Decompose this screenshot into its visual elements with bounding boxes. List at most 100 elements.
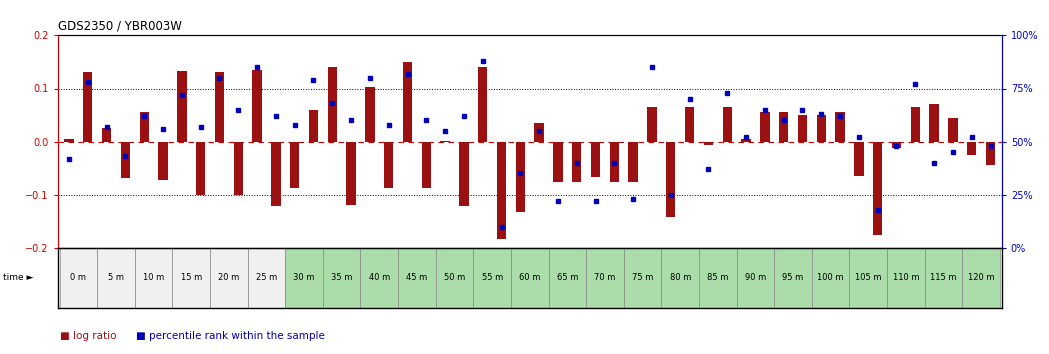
Text: ■ log ratio: ■ log ratio <box>60 331 116 341</box>
Bar <box>511 248 549 308</box>
Bar <box>422 142 431 188</box>
Bar <box>661 248 699 308</box>
Text: 45 m: 45 m <box>406 273 428 282</box>
Bar <box>384 142 393 188</box>
Bar <box>549 248 586 308</box>
Bar <box>666 142 676 217</box>
Bar <box>779 113 789 142</box>
Bar <box>346 142 356 205</box>
Text: 95 m: 95 m <box>783 273 804 282</box>
Text: 85 m: 85 m <box>707 273 728 282</box>
Bar <box>534 123 543 142</box>
Bar <box>553 142 562 182</box>
Bar <box>60 248 98 308</box>
Bar <box>435 248 473 308</box>
Bar <box>210 248 248 308</box>
Bar <box>459 142 469 206</box>
Text: 20 m: 20 m <box>218 273 239 282</box>
Bar <box>441 141 450 142</box>
Bar <box>135 248 172 308</box>
Bar <box>924 248 962 308</box>
Bar <box>699 248 736 308</box>
Bar <box>812 248 850 308</box>
Bar <box>609 142 619 182</box>
Bar <box>140 112 149 142</box>
Text: 10 m: 10 m <box>143 273 165 282</box>
Bar <box>967 142 977 155</box>
Bar <box>816 115 826 142</box>
Bar <box>172 248 210 308</box>
Text: 55 m: 55 m <box>481 273 502 282</box>
Bar <box>873 142 882 235</box>
Bar <box>723 107 732 142</box>
Bar <box>497 142 507 239</box>
Bar <box>323 248 361 308</box>
Bar <box>647 107 657 142</box>
Text: 70 m: 70 m <box>595 273 616 282</box>
Text: 105 m: 105 m <box>855 273 881 282</box>
Bar <box>742 139 751 142</box>
Bar <box>516 142 526 212</box>
Text: 80 m: 80 m <box>669 273 691 282</box>
Text: 35 m: 35 m <box>331 273 352 282</box>
Bar <box>290 142 299 188</box>
Text: 30 m: 30 m <box>294 273 315 282</box>
Bar <box>929 104 939 142</box>
Text: 115 m: 115 m <box>930 273 957 282</box>
Text: 100 m: 100 m <box>817 273 843 282</box>
Bar <box>365 87 374 142</box>
Bar <box>887 248 924 308</box>
Bar <box>774 248 812 308</box>
Text: 15 m: 15 m <box>180 273 201 282</box>
Text: 0 m: 0 m <box>70 273 86 282</box>
Bar <box>285 248 323 308</box>
Bar <box>685 107 694 142</box>
Bar <box>986 142 996 166</box>
Bar <box>628 142 638 182</box>
Text: 110 m: 110 m <box>893 273 919 282</box>
Bar <box>572 142 581 182</box>
Bar <box>327 67 337 142</box>
Bar <box>854 142 863 176</box>
Bar <box>98 248 135 308</box>
Bar <box>473 248 511 308</box>
Bar <box>624 248 661 308</box>
Text: 25 m: 25 m <box>256 273 277 282</box>
Bar <box>591 142 600 177</box>
Bar <box>121 142 130 178</box>
Bar <box>586 248 624 308</box>
Bar <box>403 62 412 142</box>
Text: GDS2350 / YBR003W: GDS2350 / YBR003W <box>58 20 181 33</box>
Bar <box>761 112 770 142</box>
Bar <box>248 248 285 308</box>
Bar <box>361 248 399 308</box>
Bar <box>177 71 187 142</box>
Bar <box>835 113 844 142</box>
Bar <box>64 139 73 142</box>
Text: 60 m: 60 m <box>519 273 540 282</box>
Bar <box>892 142 901 148</box>
Bar <box>234 142 243 195</box>
Text: 50 m: 50 m <box>444 273 465 282</box>
Bar <box>215 72 224 142</box>
Bar <box>83 72 92 142</box>
Text: ■ percentile rank within the sample: ■ percentile rank within the sample <box>136 331 325 341</box>
Text: 65 m: 65 m <box>557 273 578 282</box>
Text: 40 m: 40 m <box>368 273 390 282</box>
Text: 120 m: 120 m <box>968 273 994 282</box>
Bar <box>399 248 435 308</box>
Bar <box>911 107 920 142</box>
Bar <box>962 248 1000 308</box>
Bar <box>704 142 713 145</box>
Bar <box>102 129 111 142</box>
Bar <box>797 115 807 142</box>
Bar <box>308 110 318 142</box>
Bar <box>948 118 958 142</box>
Bar <box>271 142 280 206</box>
Bar <box>478 67 488 142</box>
Bar <box>253 70 262 142</box>
Bar <box>850 248 887 308</box>
Bar <box>158 142 168 181</box>
Text: time ►: time ► <box>3 273 34 282</box>
Text: 5 m: 5 m <box>108 273 124 282</box>
